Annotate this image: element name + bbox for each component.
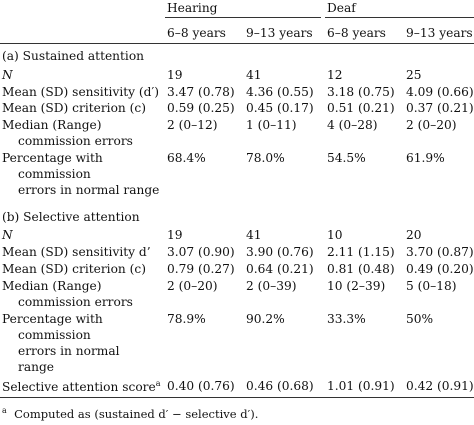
cell: 33.3%: [327, 312, 366, 326]
cell: 1.01 (0.91): [327, 379, 395, 393]
cell: 0.59 (0.25): [167, 101, 235, 115]
cell: 12: [327, 68, 343, 82]
cell: 20: [406, 228, 422, 242]
cell: 2 (0–20): [406, 118, 457, 132]
cell: 2 (0–39): [246, 279, 297, 293]
cell: 19: [167, 228, 183, 242]
cell: 0.81 (0.48): [327, 262, 395, 276]
cell: 50%: [406, 312, 434, 326]
row-label: Median (Range): [2, 279, 102, 293]
cell: 3.90 (0.76): [246, 245, 314, 259]
row-label: Percentage with: [2, 151, 103, 165]
cell: 78.0%: [246, 151, 285, 165]
footnote-marker: a: [2, 406, 7, 415]
cell: 1 (0–11): [246, 118, 297, 132]
footnote: a Computed as (sustained d′ − selective …: [2, 407, 258, 421]
cell: 2 (0–20): [167, 279, 218, 293]
cell: 3.70 (0.87): [406, 245, 474, 259]
cell: 0.40 (0.76): [167, 379, 235, 393]
cell: 2.11 (1.15): [327, 245, 395, 259]
cell: 0.49 (0.20): [406, 262, 474, 276]
cell: 10: [327, 228, 343, 242]
row-label-cont: range: [18, 360, 54, 374]
cell: 3.47 (0.78): [167, 85, 235, 99]
row-label: Mean (SD) criterion (c): [2, 101, 146, 115]
group-header-deaf: Deaf: [327, 1, 356, 15]
row-label-cont: errors in normal range: [18, 183, 160, 197]
col-header-deaf-9-13: 9–13 years: [406, 26, 473, 40]
row-label-cont: errors in normal: [18, 344, 120, 358]
cell: 0.64 (0.21): [246, 262, 314, 276]
row-label-cont: commission: [18, 328, 91, 342]
cell: 0.45 (0.17): [246, 101, 314, 115]
col-header-hearing-6-8: 6–8 years: [167, 26, 226, 40]
score-row-label-text: Selective attention score: [2, 380, 156, 394]
score-row-label: Selective attention scorea: [2, 379, 161, 394]
cell: 68.4%: [167, 151, 206, 165]
footnote-ref-marker: a: [155, 379, 161, 388]
row-label-cont: commission errors: [18, 134, 133, 148]
col-header-hearing-9-13: 9–13 years: [246, 26, 313, 40]
cell: 3.07 (0.90): [167, 245, 235, 259]
header-rule: [0, 43, 474, 44]
table-bottom-rule: [0, 397, 474, 398]
cell: 54.5%: [327, 151, 366, 165]
row-label: N: [2, 228, 13, 242]
cell: 41: [246, 228, 262, 242]
cell: 0.42 (0.91): [406, 379, 474, 393]
cell: 4 (0–28): [327, 118, 378, 132]
row-label: N: [2, 68, 13, 82]
cell: 0.79 (0.27): [167, 262, 235, 276]
cell: 61.9%: [406, 151, 445, 165]
row-label-cont: commission: [18, 167, 91, 181]
cell: 0.46 (0.68): [246, 379, 314, 393]
cell: 5 (0–18): [406, 279, 457, 293]
group-rule-deaf: [325, 17, 474, 18]
cell: 0.37 (0.21): [406, 101, 474, 115]
cell: 4.09 (0.66): [406, 85, 474, 99]
row-label: Mean (SD) sensitivity (d′): [2, 85, 159, 99]
cell: 25: [406, 68, 422, 82]
group-rule-hearing: [165, 17, 321, 18]
cell: 3.18 (0.75): [327, 85, 395, 99]
row-label: Mean (SD) sensitivity d’: [2, 245, 151, 259]
cell: 90.2%: [246, 312, 285, 326]
footnote-text: Computed as (sustained d′ − selective d′…: [14, 407, 259, 421]
cell: 2 (0–12): [167, 118, 218, 132]
row-label: Median (Range): [2, 118, 102, 132]
row-label: Percentage with: [2, 312, 103, 326]
cell: 10 (2–39): [327, 279, 386, 293]
section-title-sustained: (a) Sustained attention: [2, 49, 145, 63]
section-title-selective: (b) Selective attention: [2, 210, 140, 224]
cell: 41: [246, 68, 262, 82]
cell: 78.9%: [167, 312, 206, 326]
cell: 4.36 (0.55): [246, 85, 314, 99]
cell: 0.51 (0.21): [327, 101, 395, 115]
col-header-deaf-6-8: 6–8 years: [327, 26, 386, 40]
cell: 19: [167, 68, 183, 82]
row-label: Mean (SD) criterion (c): [2, 262, 146, 276]
group-header-hearing: Hearing: [167, 1, 218, 15]
row-label-cont: commission errors: [18, 295, 133, 309]
